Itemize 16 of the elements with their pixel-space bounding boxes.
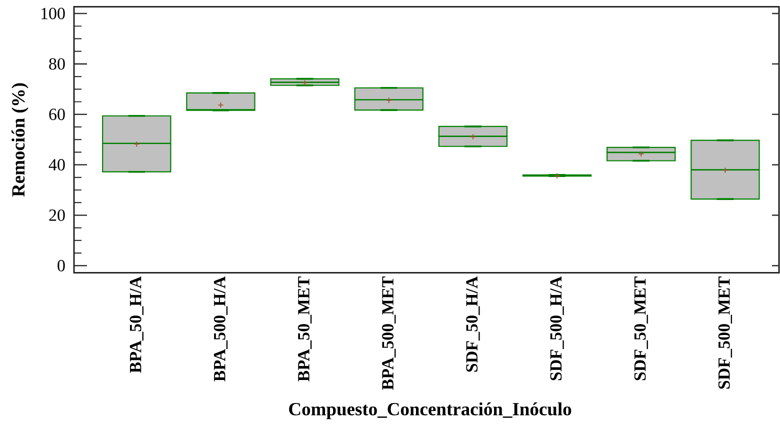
x-axis-title: Compuesto_Concentración_Inóculo xyxy=(289,402,572,420)
x-tick-label: BPA_500_MET xyxy=(382,276,396,390)
x-tick-label: BPA_500_H/A xyxy=(214,276,228,382)
y-tick-label: 60 xyxy=(49,108,65,120)
y-tick-label: 0 xyxy=(58,260,65,272)
x-tick-label: SDF_500_MET xyxy=(718,276,732,389)
y-axis-title: Remoción (%) xyxy=(12,83,28,197)
x-tick-label: BPA_50_MET xyxy=(298,276,312,382)
y-tick-label: 20 xyxy=(49,209,65,221)
x-tick-label: SDF_500_H/A xyxy=(550,276,564,380)
y-tick-label: 40 xyxy=(48,159,65,171)
x-tick-label: SDF_50_H/A xyxy=(466,276,480,372)
x-tick-label: SDF_50_MET xyxy=(634,276,648,380)
x-tick-label: BPA_50_H/A xyxy=(130,276,144,373)
y-tick-label: 100 xyxy=(41,8,65,20)
y-tick-label: 80 xyxy=(49,58,65,70)
